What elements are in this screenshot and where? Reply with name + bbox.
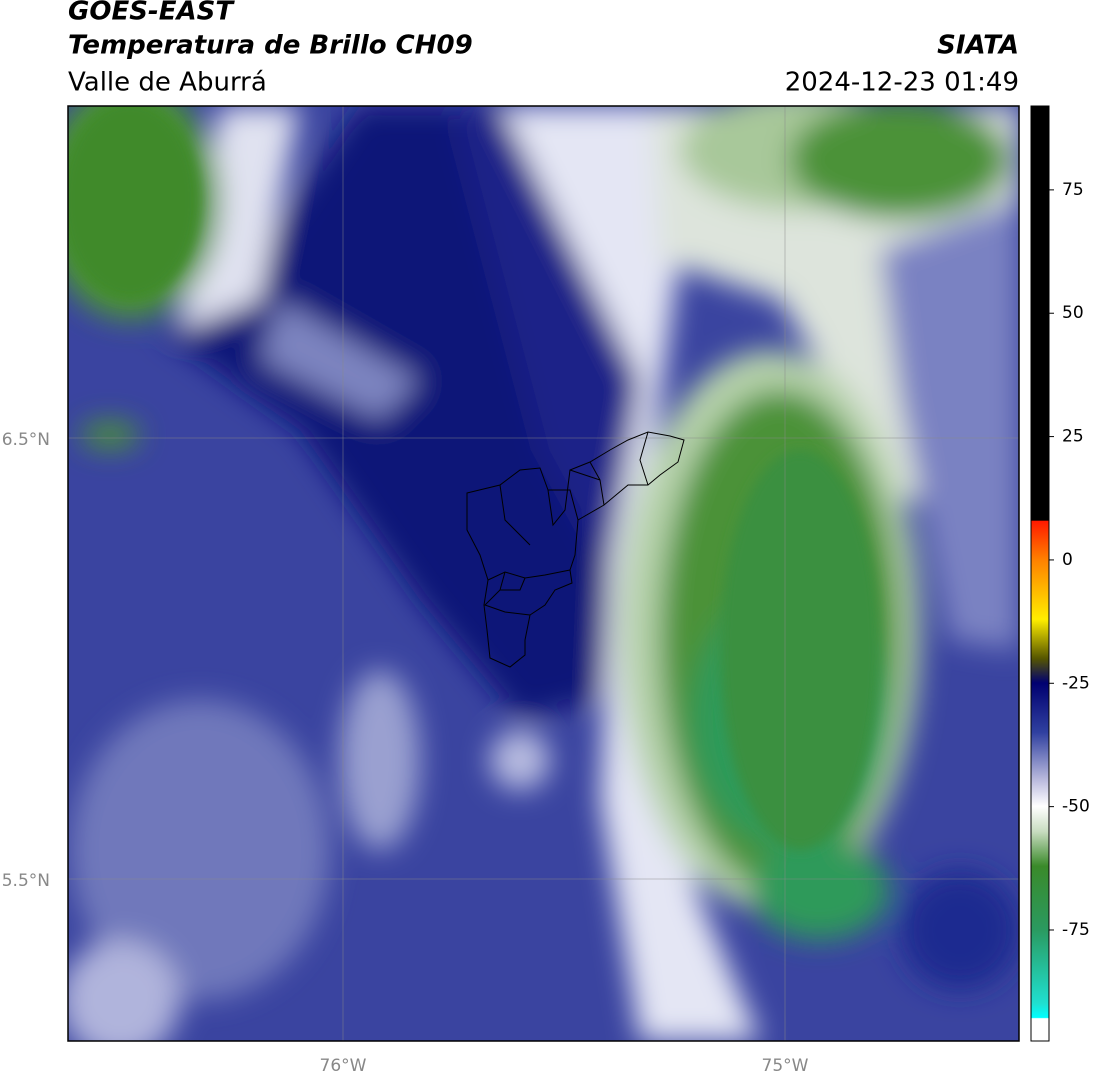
colorbar-tick-label: 25 [1062,427,1084,447]
colorbar [1030,105,1050,1042]
source: SIATA [937,31,1019,61]
satellite-image [68,106,1019,1041]
lat-label: 5.5°N [2,871,50,891]
lon-label: 75°W [762,1056,809,1076]
subtitle: Temperatura de Brillo CH09 [68,31,473,61]
colorbar-tick-label: -50 [1062,797,1090,817]
colorbar-ticks: 75 50 25 0 -25 -50 -75 [1049,180,1090,940]
title: GOES-EAST [68,0,235,27]
colorbar-tick-label: -75 [1062,920,1090,940]
region: Valle de Aburrá [68,68,267,98]
valle-de-aburra-outline [466,431,685,668]
colorbar-tick-label: 50 [1062,303,1084,323]
datetime: 2024-12-23 01:49 [785,68,1019,98]
map-frame [67,105,1020,1042]
lon-label: 76°W [320,1056,367,1076]
lat-label: 6.5°N [2,430,50,450]
colorbar-tick-label: -25 [1062,673,1090,693]
colorbar-tick-label: 0 [1062,550,1073,570]
colorbar-tick-label: 75 [1062,180,1084,200]
